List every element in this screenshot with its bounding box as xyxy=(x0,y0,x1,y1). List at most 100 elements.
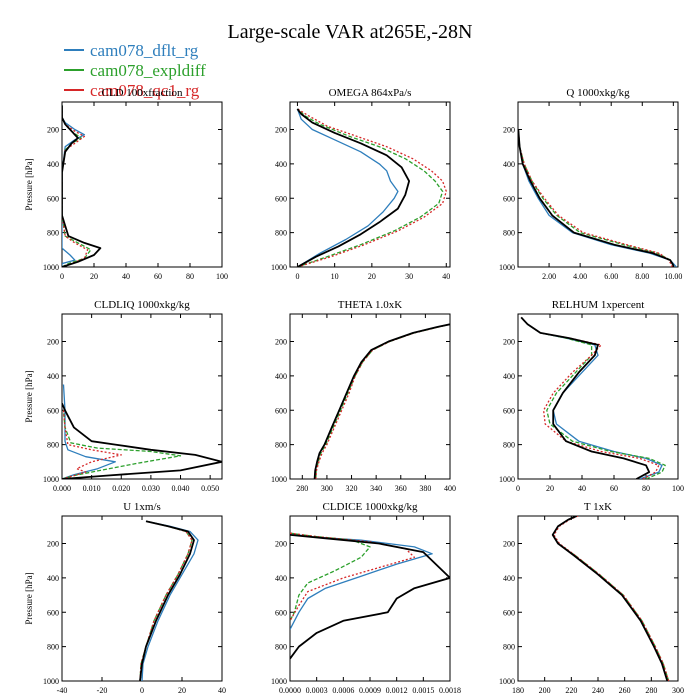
panel-4: CLDLIQ 1000xkg/kg Pressure [hPa] 200 400 600… xyxy=(24,299,223,493)
legend-entry: cam078_qc1_rg xyxy=(90,81,200,100)
series-line-cam078_expldiff xyxy=(520,316,666,479)
x-tick-label: 20 xyxy=(368,272,376,281)
series-line-observed xyxy=(518,129,675,267)
series-line-cam078_qc1_rg xyxy=(553,516,670,681)
series-line-observed xyxy=(290,534,450,660)
y-tick-label: 800 xyxy=(275,229,287,238)
panel-title: U 1xm/s xyxy=(123,501,161,513)
x-tick-label: 360 xyxy=(395,484,407,493)
y-tick-label: 800 xyxy=(47,441,59,450)
y-tick-label: 600 xyxy=(47,406,59,415)
x-tick-label: 20 xyxy=(90,272,98,281)
x-tick-label: 6.00 xyxy=(604,272,618,281)
y-axis-label: Pressure [hPa] xyxy=(24,370,34,422)
series-line-cam078_expldiff xyxy=(296,108,444,267)
y-tick-label: 600 xyxy=(275,608,287,617)
x-tick-label: 0 xyxy=(140,686,144,695)
legend: cam078_dflt_rgcam078_expldiffcam078_qc1_… xyxy=(64,41,206,100)
y-tick-label: 200 xyxy=(503,338,515,347)
y-tick-label: 1000 xyxy=(43,263,59,272)
x-tick-label: 40 xyxy=(442,272,450,281)
series-line-cam078_dflt_rg xyxy=(62,384,116,479)
y-axis-label: Pressure [hPa] xyxy=(24,572,34,624)
y-tick-label: 800 xyxy=(503,441,515,450)
x-tick-label: 30 xyxy=(405,272,413,281)
panel-3: Q 1000xkg/kg 200 400 600 800 1000 2.00 4.00 6.00… xyxy=(499,87,682,281)
series-line-cam078_dflt_rg xyxy=(518,129,677,267)
x-tick-label: 0 xyxy=(516,484,520,493)
y-tick-label: 400 xyxy=(503,372,515,381)
x-tick-label: 300 xyxy=(321,484,333,493)
series-line-cam078_expldiff xyxy=(518,129,674,267)
y-tick-label: 600 xyxy=(47,194,59,203)
y-tick-label: 400 xyxy=(47,372,59,381)
x-tick-label: 180 xyxy=(512,686,524,695)
y-tick-label: 800 xyxy=(47,229,59,238)
x-tick-label: 20 xyxy=(178,686,186,695)
y-tick-label: 600 xyxy=(503,608,515,617)
x-tick-label: 0.020 xyxy=(112,484,130,493)
y-tick-label: 600 xyxy=(47,608,59,617)
x-tick-label: 380 xyxy=(419,484,431,493)
x-tick-label: 0.040 xyxy=(172,484,190,493)
x-tick-label: 40 xyxy=(218,686,226,695)
series-line-cam078_dflt_rg xyxy=(296,108,399,267)
series-line-cam078_dflt_rg xyxy=(520,316,663,479)
x-tick-label: 0.0018 xyxy=(439,686,461,695)
series-line-observed xyxy=(296,108,410,267)
series-line-cam078_qc1_rg xyxy=(297,108,447,267)
series-line-observed xyxy=(139,520,195,681)
y-tick-label: 800 xyxy=(275,441,287,450)
x-tick-label: 0.0006 xyxy=(332,686,354,695)
x-tick-label: 60 xyxy=(610,484,618,493)
y-tick-label: 1000 xyxy=(499,263,515,272)
x-tick-label: -40 xyxy=(57,686,68,695)
y-tick-label: 200 xyxy=(275,338,287,347)
panel-title: CLDLIQ 1000xkg/kg xyxy=(94,299,190,311)
series-line-cam078_qc1_rg xyxy=(518,129,673,267)
y-tick-label: 800 xyxy=(47,643,59,652)
x-tick-label: 10 xyxy=(331,272,339,281)
x-tick-label: 240 xyxy=(592,686,604,695)
series-line-cam078_dflt_rg xyxy=(552,516,668,681)
panel-2: OMEGA 864xPa/s 200 400 600 800 1000 0 10 20 30 40 xyxy=(271,87,451,281)
series-line-cam078_expldiff xyxy=(552,516,670,681)
x-tick-label: 4.00 xyxy=(573,272,587,281)
series-line-observed xyxy=(551,516,669,681)
x-tick-label: 100 xyxy=(216,272,228,281)
x-tick-label: -20 xyxy=(97,686,108,695)
panel-title: THETA 1.0xK xyxy=(338,299,403,311)
x-tick-label: 80 xyxy=(642,484,650,493)
x-tick-label: 40 xyxy=(578,484,586,493)
plot-frame xyxy=(517,515,679,682)
y-tick-label: 400 xyxy=(47,160,59,169)
y-tick-label: 400 xyxy=(503,574,515,583)
y-tick-label: 600 xyxy=(275,406,287,415)
y-tick-label: 400 xyxy=(275,372,287,381)
plot-frame xyxy=(61,101,223,268)
panel-title: CLD 100xfraction xyxy=(102,87,183,99)
y-axis-label: Pressure [hPa] xyxy=(24,158,34,210)
series-line-cam078_dflt_rg xyxy=(313,323,450,479)
y-tick-label: 800 xyxy=(275,643,287,652)
series-line-cam078_qc1_rg xyxy=(315,323,450,479)
x-tick-label: 0.030 xyxy=(142,484,160,493)
x-tick-label: 340 xyxy=(370,484,382,493)
x-tick-label: 0.010 xyxy=(83,484,101,493)
x-tick-label: 300 xyxy=(672,686,684,695)
x-tick-label: 0.0015 xyxy=(412,686,434,695)
x-tick-label: 200 xyxy=(539,686,551,695)
y-tick-label: 200 xyxy=(47,540,59,549)
y-tick-label: 1000 xyxy=(271,475,287,484)
series-line-cam078_qc1_rg xyxy=(520,316,660,479)
panel-title: Q 1000xkg/kg xyxy=(566,87,630,99)
panel-title: OMEGA 864xPa/s xyxy=(329,87,412,99)
x-tick-label: 8.00 xyxy=(635,272,649,281)
panel-title: RELHUM 1xpercent xyxy=(552,299,645,311)
plot-frame xyxy=(61,313,223,480)
